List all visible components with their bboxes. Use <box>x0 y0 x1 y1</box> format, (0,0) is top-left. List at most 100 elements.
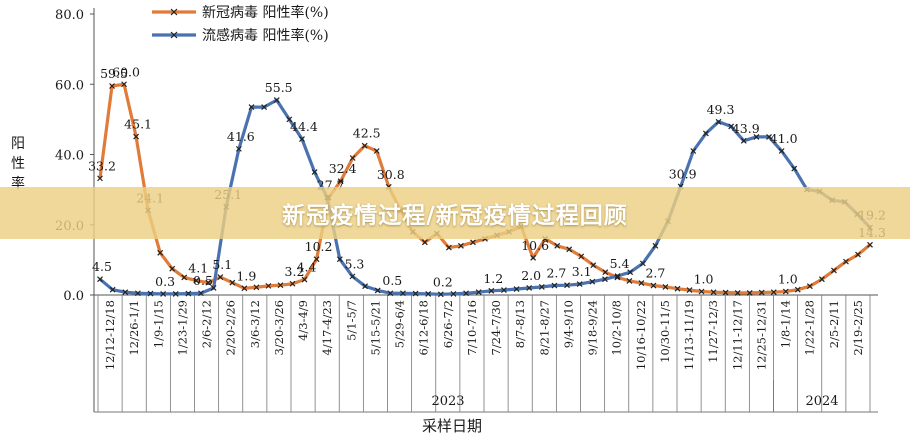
x-tick-label: 2/19-2/25 <box>851 300 865 356</box>
series-point-marker <box>690 148 697 154</box>
x-tick-label: 12/26-1/1 <box>127 300 141 356</box>
series-point-marker <box>470 239 476 246</box>
series-point-marker <box>601 276 608 283</box>
x-tick-label: 12/12-12/18 <box>103 300 117 370</box>
axes-group: 0.020.040.060.080.0阳性率12/12-12/1812/26-1… <box>11 8 878 435</box>
data-label: 2.0 <box>521 268 541 283</box>
data-label: 5.3 <box>345 256 365 271</box>
title-banner: 新冠疫情过程/新冠疫情过程回顾 <box>0 187 910 239</box>
data-label: 32.4 <box>329 161 357 176</box>
series-point-marker <box>217 274 224 281</box>
series-point-marker <box>241 285 248 292</box>
data-label: 42.5 <box>353 126 381 141</box>
series-point-marker <box>450 291 457 297</box>
series-point-marker <box>387 290 394 297</box>
series-point-marker <box>181 274 188 281</box>
series-point-marker <box>229 279 236 286</box>
x-tick-label: 2/6-2/12 <box>200 300 214 348</box>
series-point-marker <box>770 289 777 296</box>
series-point-marker <box>97 175 103 182</box>
series-point-marker <box>299 136 305 142</box>
x-tick-label: 7/24-7/30 <box>489 300 503 356</box>
series-point-marker <box>157 249 164 256</box>
x-tick-label: 12/25-12/31 <box>754 300 768 370</box>
series-point-marker <box>650 282 657 289</box>
series-point-marker <box>778 148 785 154</box>
data-label: 0.5 <box>382 273 402 288</box>
series-point-marker <box>421 239 428 246</box>
data-label: 45.1 <box>124 117 152 132</box>
series-point-marker <box>867 241 873 248</box>
series-point-marker <box>374 287 381 294</box>
x-tick-label: 10/2-10/8 <box>610 300 624 356</box>
series-point-marker <box>458 242 464 249</box>
year-label-2023: 2023 <box>431 394 464 409</box>
series-point-marker <box>425 291 432 297</box>
year-label-2024: 2024 <box>805 394 838 409</box>
legend-label-0: 新冠病毒 阳性率(%) <box>202 4 329 21</box>
series-point-marker <box>193 277 200 284</box>
series-point-marker <box>198 290 204 297</box>
series-point-marker <box>475 289 482 296</box>
series-point-marker <box>614 274 621 281</box>
series-point-marker <box>722 289 729 296</box>
x-tick-label: 10/30-11/5 <box>658 300 672 363</box>
data-label: 60.0 <box>112 64 140 79</box>
series-point-marker <box>169 265 176 272</box>
series-point-marker <box>818 276 825 283</box>
data-label: 59.5 <box>100 66 128 81</box>
data-label: 4.5 <box>92 259 112 274</box>
data-label: 41.6 <box>227 129 255 144</box>
series-point-marker <box>134 290 141 297</box>
x-tick-label: 5/1-5/7 <box>344 300 358 341</box>
series-point-marker <box>652 242 659 249</box>
series-point-marker <box>277 282 284 289</box>
series-point-marker <box>361 142 368 149</box>
series-point-marker <box>501 287 507 294</box>
legend-group: 新冠病毒 阳性率(%) 流感病毒 阳性率(%) <box>152 4 329 44</box>
series-point-marker <box>855 251 861 258</box>
series-point-marker <box>639 260 646 267</box>
series-point-marker <box>551 282 558 289</box>
series-point-marker <box>412 290 419 297</box>
y-axis-label-char: 阳 <box>11 136 25 152</box>
series-point-marker <box>627 269 634 276</box>
series-point-marker <box>273 97 280 103</box>
series-point-marker <box>311 169 318 175</box>
data-labels-group: 59.560.033.245.124.14.15.11.93.24.410.22… <box>88 64 886 289</box>
x-tick-label: 1/9-1/15 <box>151 300 165 348</box>
series-point-marker <box>210 285 217 291</box>
series-point-marker <box>590 262 597 269</box>
series-point-marker <box>806 283 813 290</box>
data-label: 2.7 <box>546 266 566 281</box>
series-point-marker <box>589 278 596 285</box>
series-point-marker <box>445 244 452 251</box>
series-point-marker <box>349 273 356 280</box>
data-label: 41.0 <box>770 131 798 146</box>
x-tick-label: 7/10-7/16 <box>465 300 479 356</box>
legend-marker-0 <box>170 8 178 16</box>
x-tick-label: 5/29-6/4 <box>393 300 407 348</box>
series-point-marker <box>147 290 154 297</box>
data-label: 3.1 <box>572 264 592 279</box>
x-tick-label: 9/18-9/24 <box>586 300 600 356</box>
series-point-marker <box>626 278 633 284</box>
series-point-marker <box>513 286 520 292</box>
series-point-marker <box>289 280 296 287</box>
series-point-marker <box>261 104 268 111</box>
series-point-marker <box>662 283 669 290</box>
series-point-marker <box>265 282 272 289</box>
data-label: 4.4 <box>297 260 317 275</box>
y-tick-label: 40.0 <box>55 149 84 164</box>
legend-marker-1 <box>170 31 178 39</box>
x-tick-label: 3/6-3/12 <box>248 300 262 348</box>
series-point-marker <box>566 246 573 253</box>
data-label: 1.9 <box>236 268 256 283</box>
series-point-marker <box>313 256 320 263</box>
x-tick-label: 6/26-7/2 <box>441 300 455 348</box>
series-point-marker <box>172 291 179 297</box>
series-point-marker <box>715 118 722 125</box>
series-point-marker <box>766 134 772 140</box>
x-tick-label: 2/5-2/11 <box>827 300 841 348</box>
